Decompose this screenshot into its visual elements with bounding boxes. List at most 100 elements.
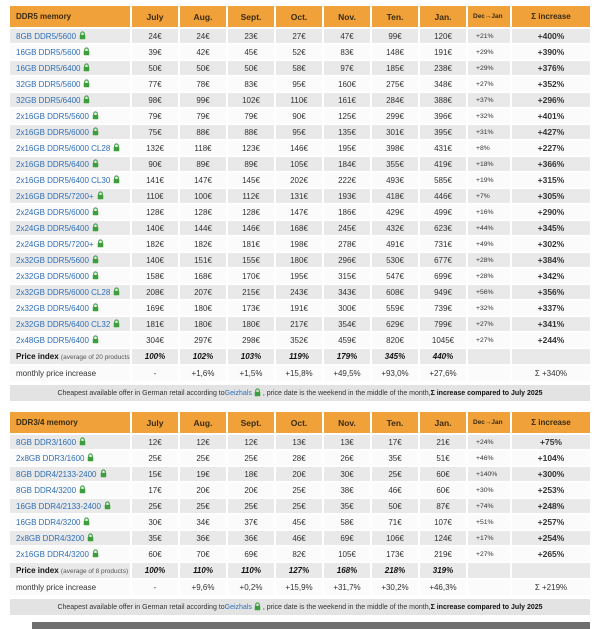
product-link[interactable]: 2x32GB DDR5/6000 [16,271,89,281]
price-cell: 25€ [180,451,226,465]
product-link[interactable]: 2x32GB DDR5/6400 CL32 [16,319,111,329]
product-row: 2x16GB DDR5/7200+ 110€ 100€ 112€ 131€ 193€ 418… [10,189,590,203]
table-footnote: Cheapest available offer in German retai… [10,385,590,401]
price-cell: 195€ [276,269,322,283]
total-increase-cell: +296% [512,93,590,107]
price-cell: 191€ [276,301,322,315]
monthly-increase-label-cell: monthly price increase [10,366,130,381]
product-link[interactable]: 2x24GB DDR5/6000 [16,207,89,217]
product-link[interactable]: 16GB DDR4/3200 [16,517,81,527]
product-link[interactable]: 2x16GB DDR4/3200 [16,549,89,559]
monthly-increase-value-cell: +49,5% [324,366,370,381]
price-cell: 629€ [372,317,418,331]
product-link[interactable]: 2x8GB DDR3/1600 [16,453,85,463]
price-cell: 949€ [420,285,466,299]
product-link[interactable]: 2x16GB DDR5/6400 CL30 [16,175,111,185]
price-cell: 120€ [420,29,466,43]
price-cell: 131€ [276,189,322,203]
product-link[interactable]: 2x16GB DDR5/6000 CL28 [16,143,111,153]
product-name-cell: 2x16GB DDR5/6400 CL30 [10,173,130,187]
product-link[interactable]: 2x24GB DDR5/6400 [16,223,89,233]
price-cell: 140€ [132,221,178,235]
price-cell: 87€ [420,499,466,513]
table-title: DDR5 memory [10,6,130,27]
monthly-increase-value-cell: +93,0% [372,366,418,381]
price-index-value-cell: 218% [372,563,418,578]
price-cell: 180€ [180,317,226,331]
empty-cell [512,563,590,578]
product-link[interactable]: 2x8GB DDR4/3200 [16,533,85,543]
product-link[interactable]: 8GB DDR3/1600 [16,437,77,447]
price-cell: 106€ [372,531,418,545]
price-cell: 128€ [132,205,178,219]
price-cell: 398€ [372,141,418,155]
price-index-value-cell: 100% [132,563,178,578]
price-cell: 222€ [324,173,370,187]
price-cell: 354€ [324,317,370,331]
price-cell: 83€ [228,77,274,91]
product-name-cell: 2x16GB DDR5/5600 [10,109,130,123]
product-link[interactable]: 2x32GB DDR5/6400 [16,303,89,313]
product-link[interactable]: 2x32GB DDR5/6000 CL28 [16,287,111,297]
price-cell: 491€ [372,237,418,251]
dec-jan-change-cell: +140% [468,467,510,481]
price-index-value-cell: 110% [180,563,226,578]
lock-icon [104,500,111,512]
price-cell: 184€ [324,157,370,171]
total-increase-cell: +337% [512,301,590,315]
monthly-sum-cell: Σ +219% [512,580,590,595]
product-link[interactable]: 32GB DDR5/6400 [16,95,81,105]
price-cell: 799€ [420,317,466,331]
product-link[interactable]: 2x48GB DDR5/6400 [16,335,89,345]
price-cell: 78€ [180,77,226,91]
dec-jan-change-cell: +74% [468,499,510,513]
product-link[interactable]: 2x16GB DDR5/5600 [16,111,89,121]
total-increase-cell: +384% [512,253,590,267]
price-cell: 191€ [420,45,466,59]
price-cell: 58€ [324,515,370,529]
total-increase-cell: +254% [512,531,590,545]
monthly-increase-value-cell: +30,2% [372,580,418,595]
geizhals-link[interactable]: Geizhals [224,389,252,397]
price-cell: 95€ [276,77,322,91]
price-index-value-cell: 103% [228,349,274,364]
price-cell: 107€ [420,515,466,529]
product-link[interactable]: 32GB DDR5/5600 [16,79,81,89]
footnote-text: , price date is the weekend in the middl… [262,389,431,397]
price-cell: 51€ [420,451,466,465]
lock-icon [100,468,107,480]
price-cell: 47€ [324,29,370,43]
price-cell: 79€ [180,109,226,123]
month-header: Ten. [372,6,418,27]
lock-icon [97,238,104,250]
product-name-cell: 2x16GB DDR5/6400 [10,157,130,171]
product-link[interactable]: 8GB DDR4/2133-2400 [16,469,97,479]
price-cell: 110€ [276,93,322,107]
price-table-section: DDR5 memory July Aug. Sept. Oct. Nov. Ten. Jan.… [8,4,592,401]
price-cell: 50€ [180,61,226,75]
product-link[interactable]: 2x16GB DDR5/6000 [16,127,89,137]
product-link[interactable]: 16GB DDR5/6400 [16,63,81,73]
product-link[interactable]: 2x24GB DDR5/7200+ [16,239,94,249]
lock-icon [92,206,99,218]
product-link[interactable]: 8GB DDR5/5600 [16,31,77,41]
product-link[interactable]: 2x16GB DDR5/7200+ [16,191,94,201]
product-link[interactable]: 16GB DDR4/2133-2400 [16,501,101,511]
ram-price-tables: DDR5 memory July Aug. Sept. Oct. Nov. Ten. Jan.… [8,4,592,615]
product-link[interactable]: 2x16GB DDR5/6400 [16,159,89,169]
product-link[interactable]: 8GB DDR4/3200 [16,485,77,495]
product-row: 2x24GB DDR5/6400 140€ 144€ 146€ 168€ 245€ 432€… [10,221,590,235]
price-cell: 20€ [180,483,226,497]
price-cell: 207€ [180,285,226,299]
product-name-cell: 2x32GB DDR5/6400 CL32 [10,317,130,331]
price-cell: 195€ [324,141,370,155]
footnote-text: Cheapest available offer in German retai… [57,603,225,611]
price-cell: 677€ [420,253,466,267]
product-row: 2x16GB DDR5/6000 75€ 88€ 88€ 95€ 135€ 301€ 395€… [10,125,590,139]
header-row: DDR5 memory July Aug. Sept. Oct. Nov. Ten. Jan.… [10,6,590,27]
product-link[interactable]: 2x32GB DDR5/5600 [16,255,89,265]
geizhals-link[interactable]: Geizhals [224,603,252,611]
price-cell: 69€ [324,531,370,545]
product-link[interactable]: 16GB DDR5/5600 [16,47,81,57]
product-row: 2x16GB DDR5/5600 79€ 79€ 79€ 90€ 125€ 299€ 396€… [10,109,590,123]
